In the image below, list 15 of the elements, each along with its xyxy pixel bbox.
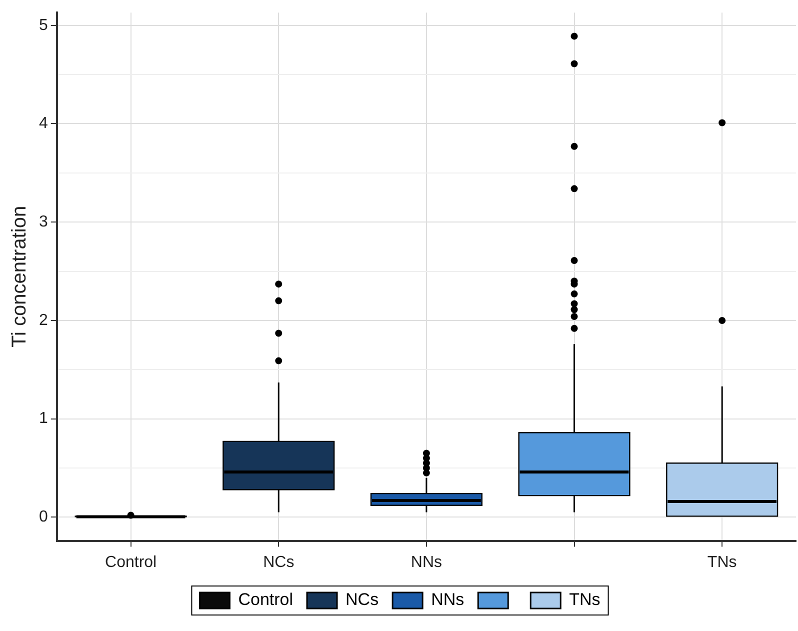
x-tick-label: NNs (410, 554, 442, 571)
x-tick-label: NCs (263, 554, 294, 571)
legend-label: NNs (431, 590, 464, 610)
legend-label: Control (238, 590, 294, 610)
y-tick-label: 3 (38, 214, 48, 231)
legend-label: NCs (346, 590, 379, 610)
y-tick-label: 4 (38, 115, 48, 132)
legend-label: TNs (569, 590, 600, 610)
y-tick-label: 2 (38, 312, 48, 329)
y-axis-title: Ti concentration (8, 206, 31, 348)
y-tick-label: 5 (38, 16, 48, 34)
x-tick-label: TNs (707, 554, 737, 571)
x-tick-label: Control (105, 554, 157, 571)
y-tick-label: 1 (38, 410, 48, 428)
y-tick-label: 0 (38, 508, 48, 526)
